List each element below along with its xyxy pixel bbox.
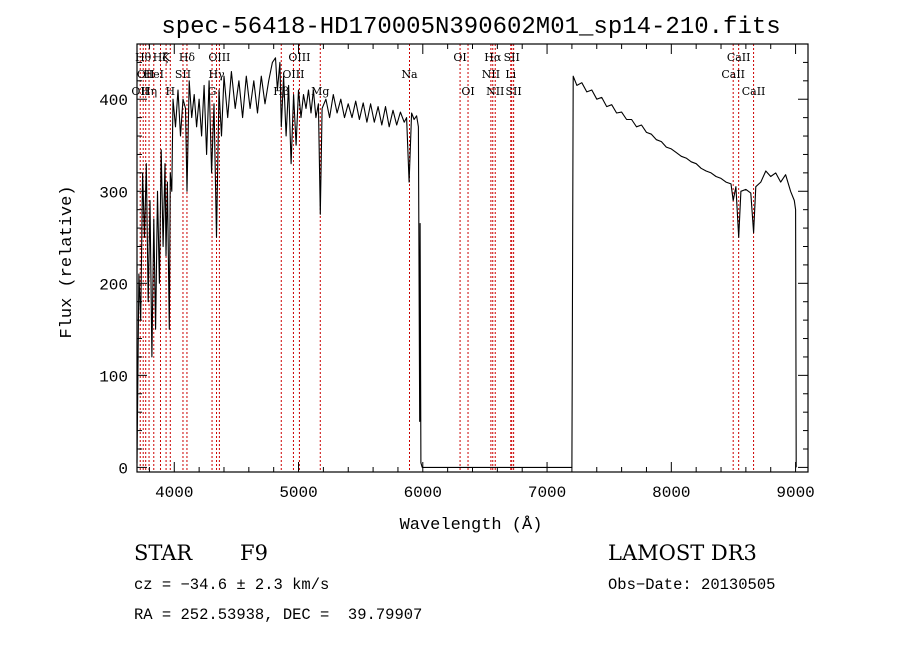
line-label-11: Hγ: [208, 68, 225, 81]
line-label-27: CaII: [727, 51, 751, 64]
survey-name: LAMOST DR3: [608, 541, 757, 565]
line-label-28: CaII: [742, 85, 766, 98]
flux-series: [136, 57, 797, 468]
plot-frame: [136, 43, 809, 473]
chart-title: spec-56418-HD170005N390602M01_sp14-210.f…: [161, 14, 780, 41]
spectral-line-markers: [139, 44, 755, 472]
object-class: STAR: [134, 541, 193, 565]
x-tick-label-3: 7000: [528, 484, 566, 502]
y-tick-label-2: 200: [99, 276, 128, 294]
object-subclass: F9: [240, 541, 268, 565]
y-tick-label-1: 100: [99, 368, 128, 386]
line-label-6: K: [162, 51, 171, 64]
x-tick-label-5: 9000: [776, 484, 814, 502]
line-label-3: Hη: [141, 85, 157, 98]
x-tick-label-4: 8000: [652, 484, 690, 502]
line-label-9: Hδ: [179, 51, 196, 64]
coordinates-text: RA = 252.53938, DEC = 39.79907: [134, 606, 422, 624]
y-tick-label-3: 300: [99, 184, 128, 202]
y-tick-label-0: 0: [118, 460, 128, 478]
line-label-7: H: [166, 85, 176, 98]
line-label-2: OII: [137, 68, 155, 81]
line-label-18: OI: [453, 51, 466, 64]
y-axis-ticks: 0 100 200 300 400: [99, 61, 808, 478]
line-label-0: OII: [131, 85, 149, 98]
x-tick-label-2: 6000: [404, 484, 442, 502]
line-label-23: Li: [505, 68, 516, 81]
line-label-25: SII: [506, 85, 522, 98]
line-label-13: Hβ: [273, 85, 289, 98]
line-label-8: SII: [175, 68, 191, 81]
x-axis-ticks: 4000 5000 6000 7000 8000 9000: [148, 44, 815, 502]
line-label-19: OI: [461, 85, 474, 98]
line-label-10: G: [208, 85, 217, 98]
x-tick-label-0: 4000: [155, 484, 193, 502]
obs-date: Obs−Date: 20130505: [608, 576, 775, 594]
line-label-26: CaII: [721, 68, 745, 81]
line-label-1: Hθ: [135, 51, 152, 64]
redshift-text: cz = −34.6 ± 2.3 km/s: [134, 576, 329, 594]
line-label-4: HeI: [144, 68, 164, 81]
y-axis-label: Flux (relative): [58, 185, 77, 338]
line-label-24: SII: [504, 51, 520, 64]
line-label-14: OIII: [282, 68, 304, 81]
line-label-15: OIII: [288, 51, 310, 64]
line-label-16: Mg: [311, 85, 329, 98]
line-label-22: NII: [486, 85, 504, 98]
x-axis-label: Wavelength (Å): [400, 516, 543, 535]
line-label-17: Na: [401, 68, 418, 81]
line-label-5: Hζ: [153, 51, 169, 64]
x-tick-label-1: 5000: [279, 484, 317, 502]
line-label-21: Hα: [484, 51, 502, 64]
line-label-12: OIII: [208, 51, 230, 64]
series-line-flux: [136, 57, 797, 468]
y-tick-label-4: 400: [99, 92, 128, 110]
spectral-line-labels: OIIHθOIIHηHeIHζKHSIIHδGHγOIIIHβOIIIOIIIM…: [131, 51, 765, 98]
line-label-20: NII: [482, 68, 500, 81]
